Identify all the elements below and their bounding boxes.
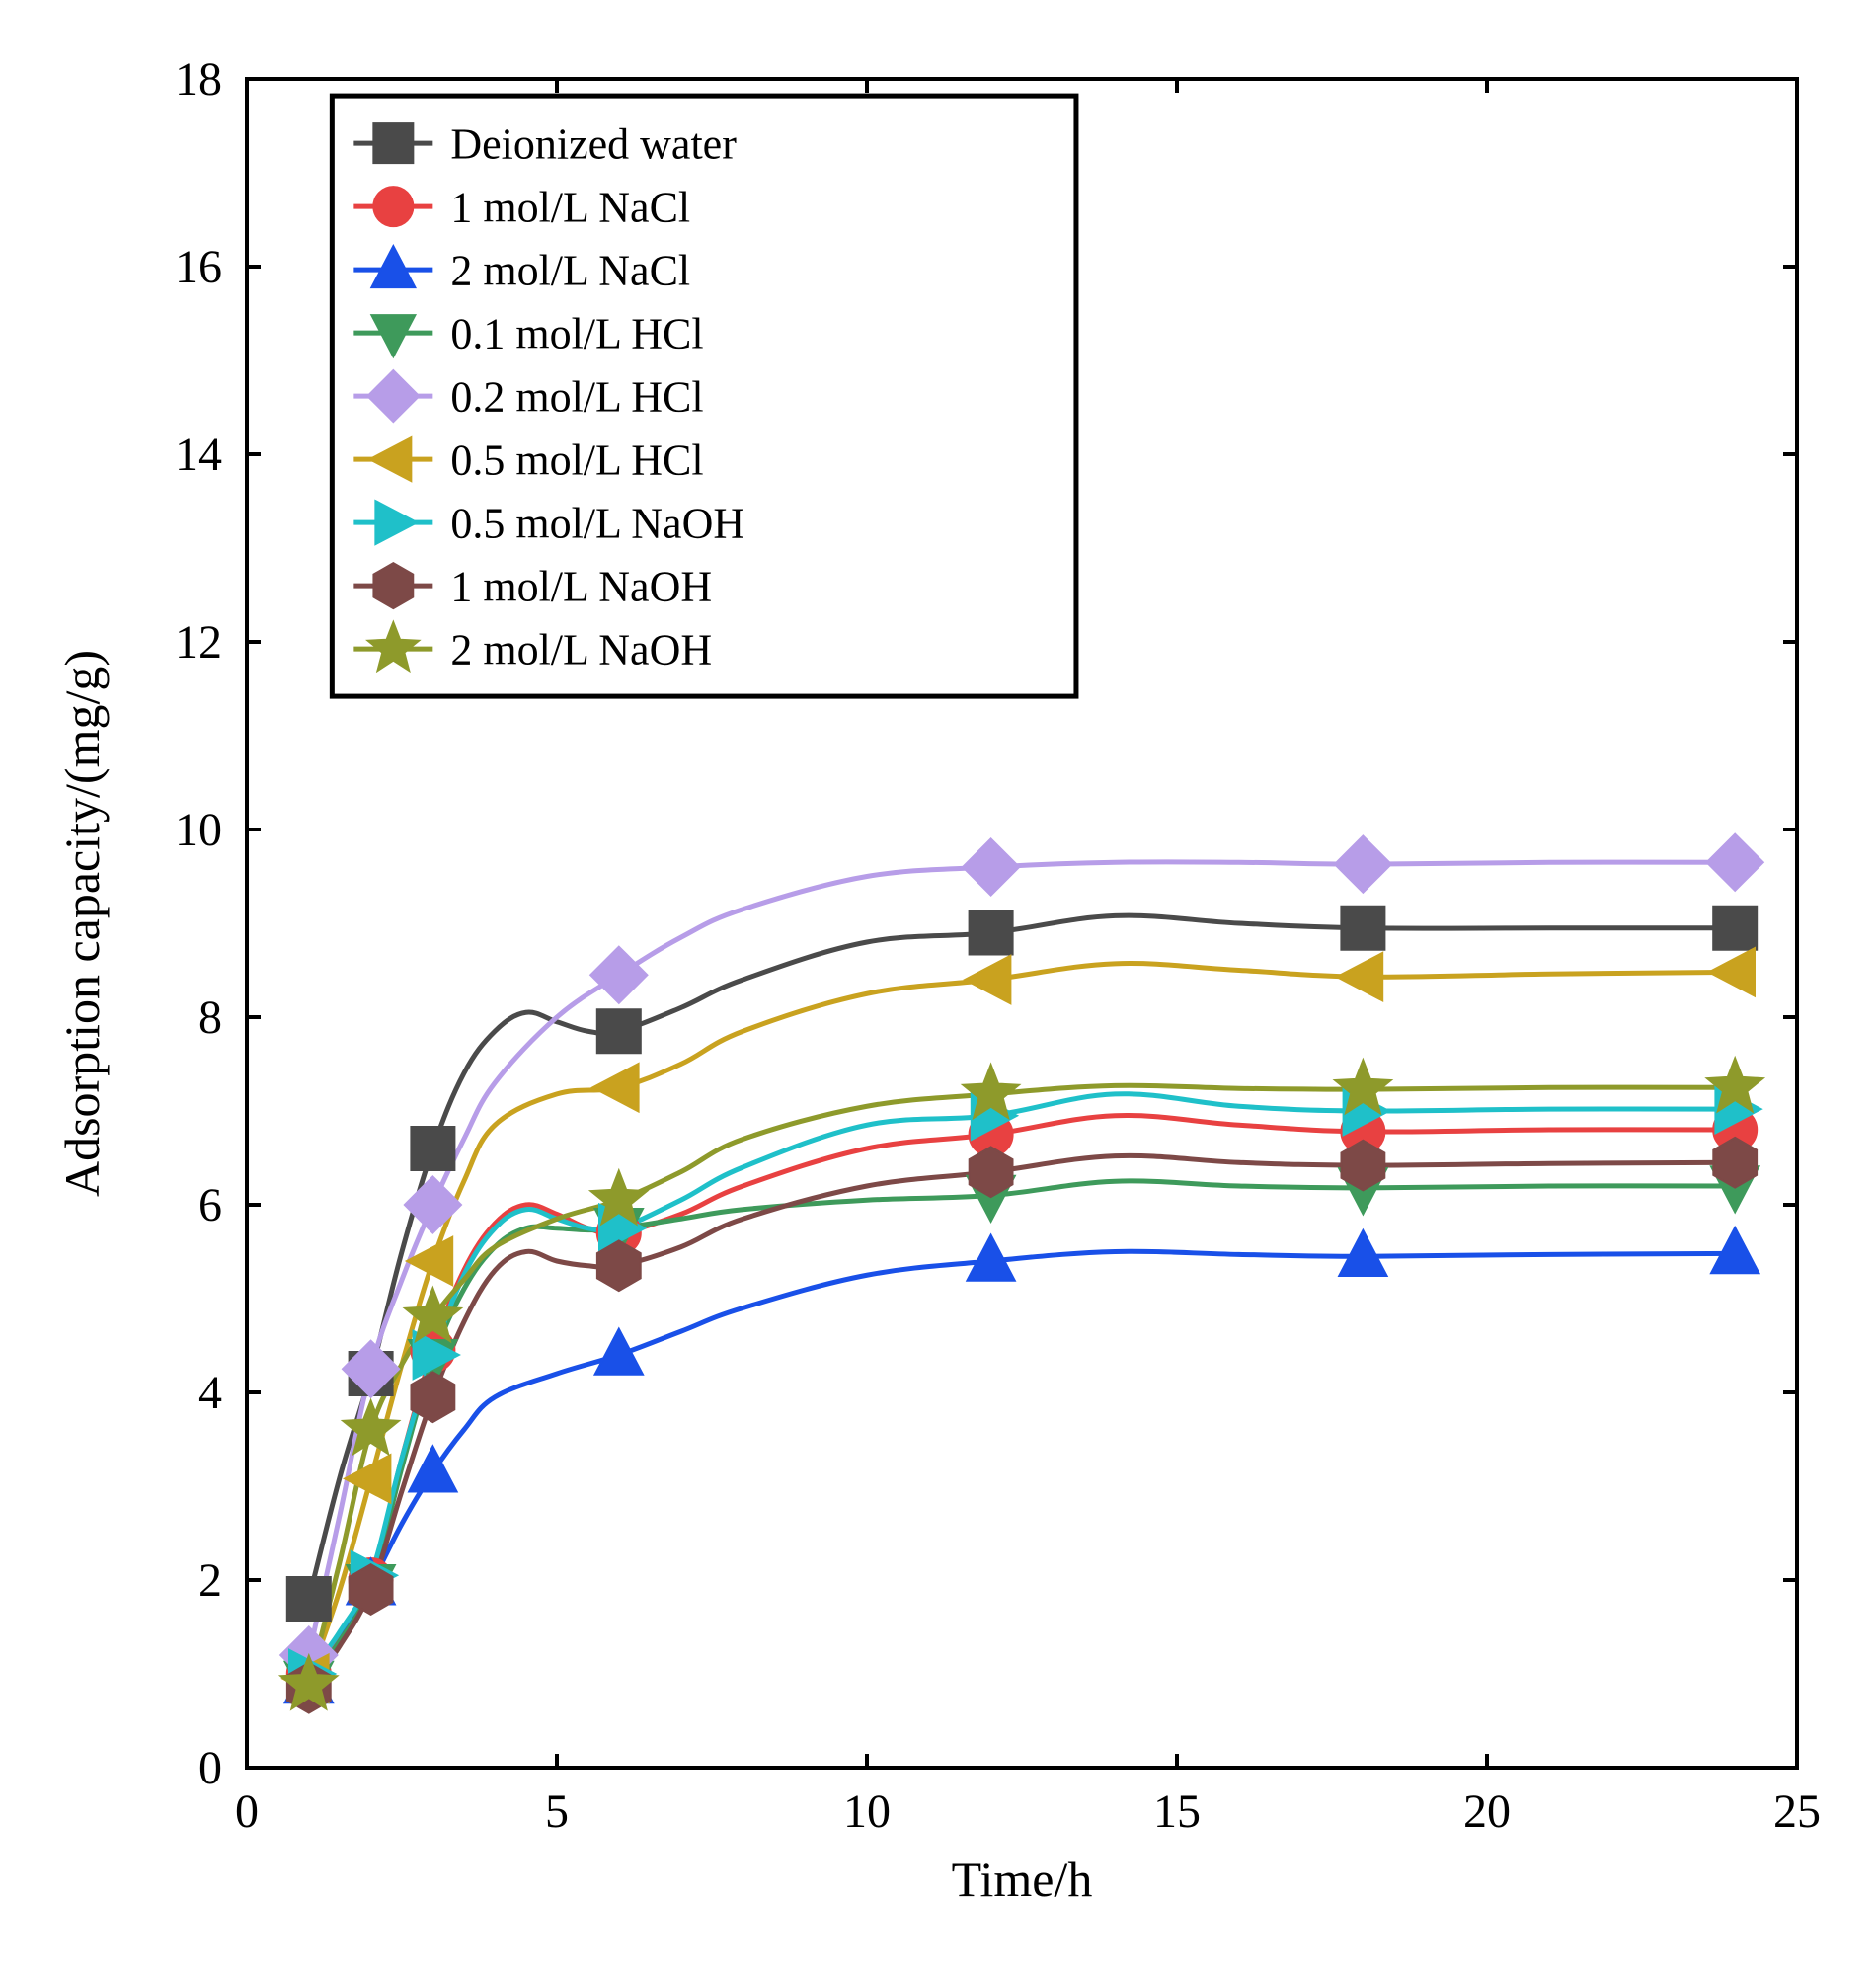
legend-label: 2 mol/L NaCl xyxy=(450,247,690,295)
y-tick-label: 14 xyxy=(175,429,222,481)
x-tick-label: 25 xyxy=(1773,1785,1821,1838)
legend-label: 0.1 mol/L HCl xyxy=(450,310,703,358)
legend-label: 1 mol/L NaOH xyxy=(450,563,712,611)
legend-label: 0.2 mol/L HCl xyxy=(450,373,703,422)
y-tick-label: 4 xyxy=(198,1367,222,1419)
chart-container: 0 5 10 15 20 25 0 2 4 6 8 10 12 14 16 18 Time/h Adsorptio… xyxy=(0,0,1876,1979)
y-tick-label: 8 xyxy=(198,991,222,1044)
legend: Deionized water 1 mol/L NaCl 2 mol/L NaCl 0… xyxy=(332,96,1076,696)
x-axis-label: Time/h xyxy=(952,1852,1093,1907)
legend-label: 0.5 mol/L NaOH xyxy=(450,500,744,548)
adsorption-chart: 0 5 10 15 20 25 0 2 4 6 8 10 12 14 16 18 Time/h Adsorptio… xyxy=(0,0,1876,1979)
x-tick-label: 10 xyxy=(843,1785,891,1838)
x-tick-label: 5 xyxy=(545,1785,569,1838)
legend-label: 1 mol/L NaCl xyxy=(450,184,690,232)
legend-label: Deionized water xyxy=(450,120,737,169)
y-tick-label: 16 xyxy=(175,241,222,293)
y-tick-label: 2 xyxy=(198,1554,222,1607)
y-tick-label: 6 xyxy=(198,1179,222,1231)
legend-label: 2 mol/L NaOH xyxy=(450,626,712,674)
x-tick-label: 20 xyxy=(1463,1785,1511,1838)
x-tick-label: 15 xyxy=(1153,1785,1201,1838)
x-tick-label: 0 xyxy=(235,1785,259,1838)
y-tick-label: 18 xyxy=(175,53,222,106)
y-axis-label: Adsorption capacity/(mg/g) xyxy=(54,650,110,1197)
legend-label: 0.5 mol/L HCl xyxy=(450,436,703,485)
y-tick-label: 12 xyxy=(175,616,222,669)
y-tick-label: 0 xyxy=(198,1742,222,1794)
y-tick-label: 10 xyxy=(175,804,222,856)
